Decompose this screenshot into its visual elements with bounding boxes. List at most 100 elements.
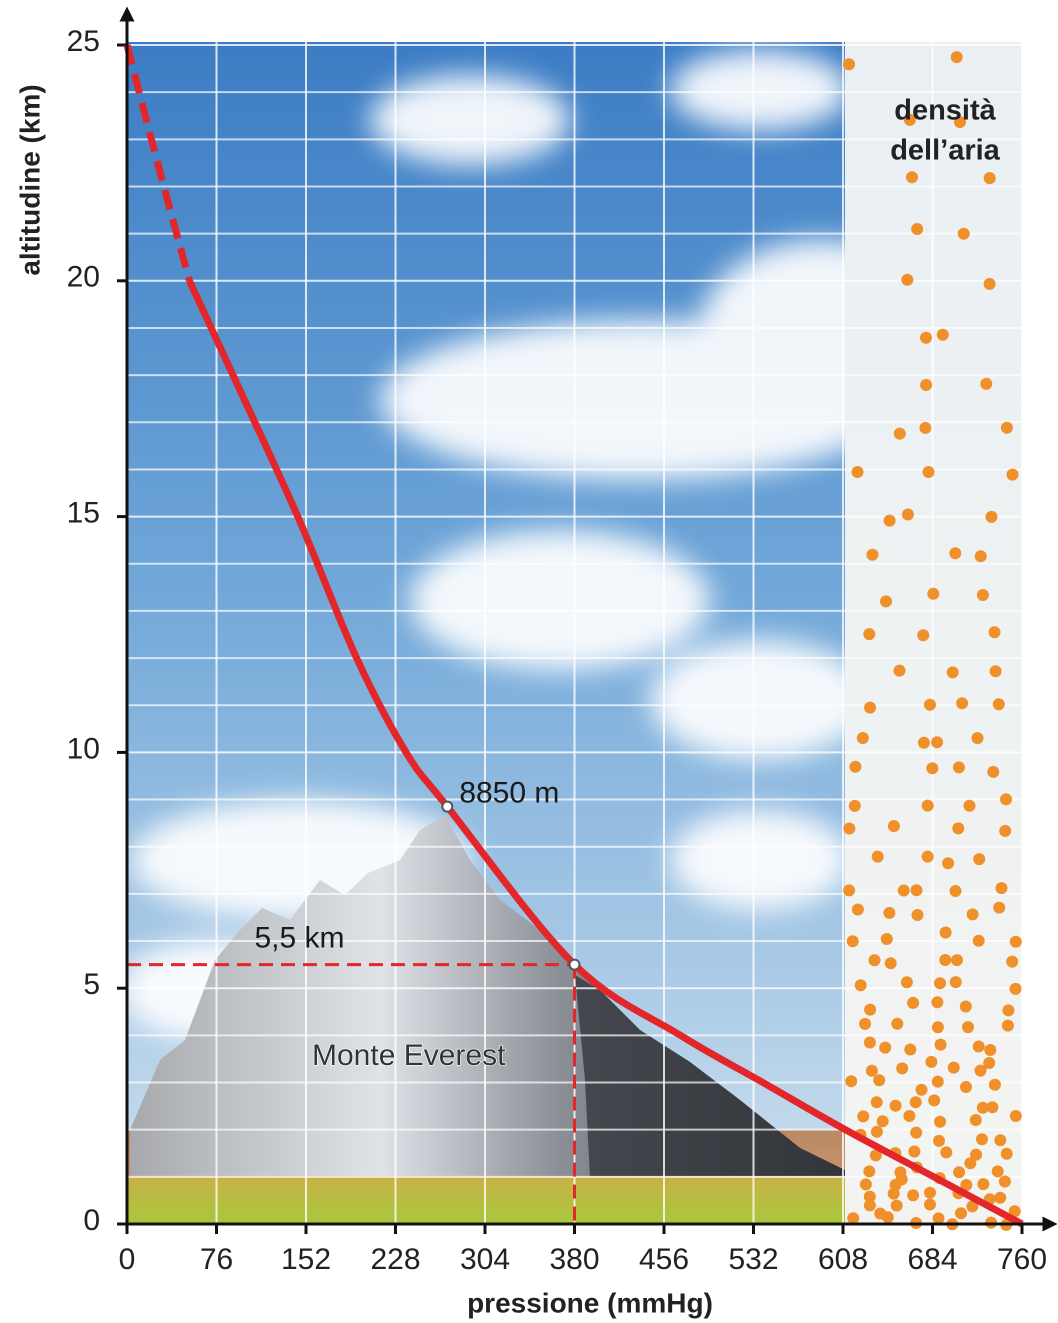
density-dot bbox=[951, 51, 963, 63]
density-dot bbox=[993, 902, 1005, 914]
annotation-point bbox=[442, 802, 452, 812]
density-dot bbox=[894, 428, 906, 440]
density-dot bbox=[977, 589, 989, 601]
density-dot bbox=[877, 1115, 889, 1127]
density-dot bbox=[994, 1134, 1006, 1146]
density-dot bbox=[896, 1062, 908, 1074]
density-dot bbox=[863, 1165, 875, 1177]
density-dot bbox=[919, 422, 931, 434]
density-dot bbox=[977, 1178, 989, 1190]
density-dot bbox=[984, 278, 996, 290]
density-dot bbox=[955, 1207, 967, 1219]
density-dot bbox=[928, 1094, 940, 1106]
density-dot bbox=[857, 732, 869, 744]
density-dot bbox=[902, 509, 914, 521]
density-dot bbox=[898, 885, 910, 897]
density-dot bbox=[1001, 1148, 1013, 1160]
y-axis-title: altitudine (km) bbox=[14, 84, 45, 275]
density-dot bbox=[906, 171, 918, 183]
density-dot bbox=[986, 1101, 998, 1113]
x-axis-title: pressione (mmHg) bbox=[467, 1287, 713, 1318]
mountain-label: Monte Everest bbox=[312, 1039, 506, 1072]
density-dot bbox=[864, 1199, 876, 1211]
density-dot bbox=[857, 1110, 869, 1122]
density-dot bbox=[879, 1042, 891, 1054]
density-dot bbox=[975, 550, 987, 562]
density-dot bbox=[907, 997, 919, 1009]
density-dot bbox=[885, 957, 897, 969]
density-dot bbox=[860, 1178, 872, 1190]
density-dot bbox=[989, 626, 1001, 638]
density-dot bbox=[927, 588, 939, 600]
density-dot bbox=[855, 979, 867, 991]
y-tick-label: 10 bbox=[67, 732, 100, 765]
density-dot bbox=[980, 378, 992, 390]
page: pressione (mmHg) altitudine (km) Monte E… bbox=[0, 0, 1058, 1323]
density-dot bbox=[903, 1110, 915, 1122]
density-dot bbox=[931, 996, 943, 1008]
density-dot bbox=[992, 1165, 1004, 1177]
x-tick-label: 684 bbox=[907, 1243, 957, 1276]
density-dot bbox=[999, 1176, 1011, 1188]
density-dot bbox=[950, 976, 962, 988]
density-dot bbox=[990, 665, 1002, 677]
density-dot bbox=[852, 466, 864, 478]
density-dot bbox=[1010, 1110, 1022, 1122]
density-dot bbox=[986, 511, 998, 523]
density-dot bbox=[869, 954, 881, 966]
density-dot bbox=[987, 766, 999, 778]
density-dot bbox=[872, 851, 884, 863]
density-dot bbox=[922, 851, 934, 863]
density-dot bbox=[847, 935, 859, 947]
density-dot bbox=[964, 1157, 976, 1169]
density-dot bbox=[852, 904, 864, 916]
density-dot bbox=[864, 702, 876, 714]
density-dot bbox=[962, 1021, 974, 1033]
density-dot bbox=[939, 954, 951, 966]
density-dot bbox=[932, 1076, 944, 1088]
density-dot bbox=[911, 884, 923, 896]
density-dot bbox=[863, 628, 875, 640]
density-dot bbox=[983, 1057, 995, 1069]
density-dot bbox=[871, 1096, 883, 1108]
density-dot bbox=[972, 732, 984, 744]
x-tick-label: 304 bbox=[460, 1243, 510, 1276]
density-dot bbox=[918, 737, 930, 749]
density-label: densità bbox=[894, 95, 996, 127]
annotation-label: 8850 m bbox=[459, 777, 559, 810]
density-dot bbox=[948, 1062, 960, 1074]
density-dot bbox=[896, 1173, 908, 1185]
density-dot bbox=[949, 547, 961, 559]
y-tick-label: 20 bbox=[67, 261, 100, 294]
density-dot bbox=[937, 329, 949, 341]
density-dot bbox=[933, 1135, 945, 1147]
density-dot bbox=[884, 515, 896, 527]
density-dot bbox=[891, 1018, 903, 1030]
density-dot bbox=[880, 595, 892, 607]
y-tick-label: 25 bbox=[67, 25, 100, 58]
density-dot bbox=[1010, 983, 1022, 995]
density-dot bbox=[924, 1187, 936, 1199]
density-dot bbox=[866, 1065, 878, 1077]
density-dot bbox=[888, 1188, 900, 1200]
x-tick-label: 760 bbox=[997, 1243, 1047, 1276]
density-dot bbox=[1002, 1020, 1014, 1032]
density-dot bbox=[924, 1199, 936, 1211]
density-dot bbox=[901, 274, 913, 286]
density-dot bbox=[925, 1056, 937, 1068]
x-tick-label: 152 bbox=[281, 1243, 331, 1276]
annotation-point bbox=[570, 960, 580, 970]
density-dot bbox=[1000, 793, 1012, 805]
density-dot bbox=[964, 800, 976, 812]
density-dot bbox=[904, 1044, 916, 1056]
density-dot bbox=[989, 1079, 1001, 1091]
density-dot bbox=[883, 907, 895, 919]
density-dot bbox=[950, 885, 962, 897]
density-dot bbox=[843, 58, 855, 70]
density-dot bbox=[947, 666, 959, 678]
density-dot bbox=[849, 761, 861, 773]
density-dot bbox=[1007, 469, 1019, 481]
x-tick-label: 532 bbox=[728, 1243, 778, 1276]
density-dot bbox=[864, 1004, 876, 1016]
y-tick-label: 5 bbox=[83, 968, 100, 1001]
